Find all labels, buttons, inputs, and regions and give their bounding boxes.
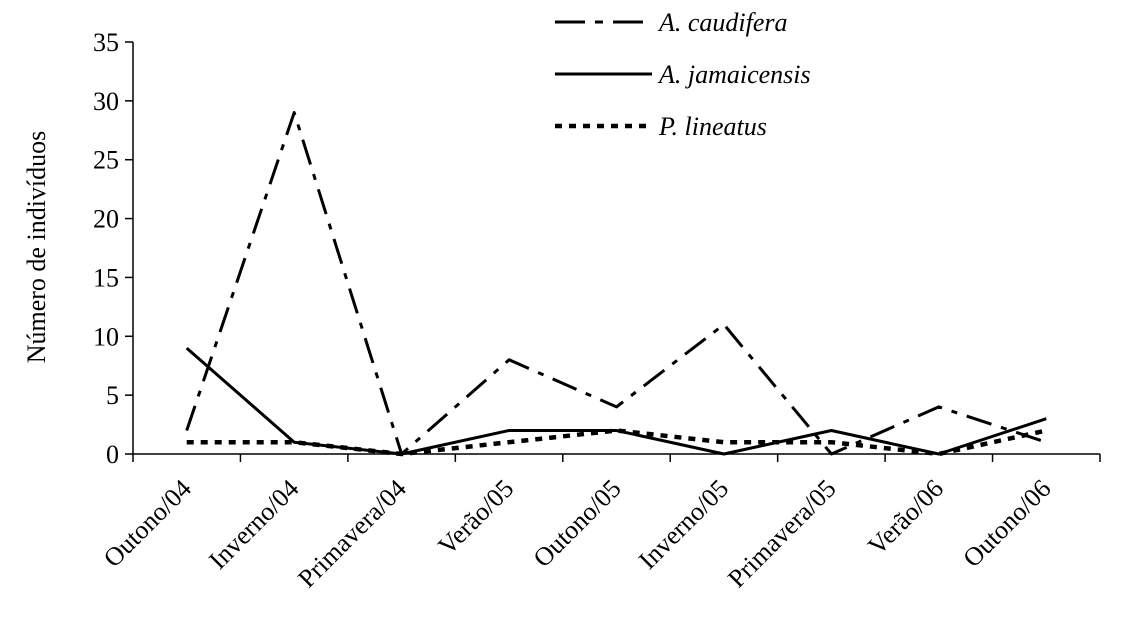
y-tick-label: 10 xyxy=(93,322,119,351)
x-tick-label: Inverno/05 xyxy=(633,474,734,575)
legend-label: A. jamaicensis xyxy=(657,60,811,89)
x-tick-label: Primavera/04 xyxy=(292,474,412,594)
y-tick-label: 25 xyxy=(93,146,119,175)
x-tick-label: Outono/06 xyxy=(957,474,1056,573)
series-line-a-caudifera xyxy=(185,111,1047,456)
legend-label: P. lineatus xyxy=(658,112,767,141)
series-layer xyxy=(185,111,1047,457)
x-tick-label: Inverno/04 xyxy=(203,474,304,575)
x-tick-label: Outono/05 xyxy=(528,474,627,573)
y-tick-label: 20 xyxy=(93,205,119,234)
y-tick-label: 30 xyxy=(93,87,119,116)
y-tick-label: 15 xyxy=(93,263,119,292)
y-tick-label: 5 xyxy=(106,381,119,410)
y-tick-label: 35 xyxy=(93,28,119,57)
x-tick-label: Primavera/05 xyxy=(722,474,842,594)
y-axis-title: Número de indivíduos xyxy=(22,131,51,364)
series-line-a-jamaicensis xyxy=(185,346,1047,456)
legend: A. caudifera A. jamaicensis P. lineatus xyxy=(555,8,811,141)
x-tick-label: Verão/06 xyxy=(862,474,949,561)
x-tick-label: Verão/05 xyxy=(432,474,519,561)
series-line-p-lineatus xyxy=(186,428,1047,457)
y-tick-label: 0 xyxy=(106,440,119,469)
x-tick-label: Outono/04 xyxy=(98,474,197,573)
legend-label: A. caudifera xyxy=(657,8,788,37)
